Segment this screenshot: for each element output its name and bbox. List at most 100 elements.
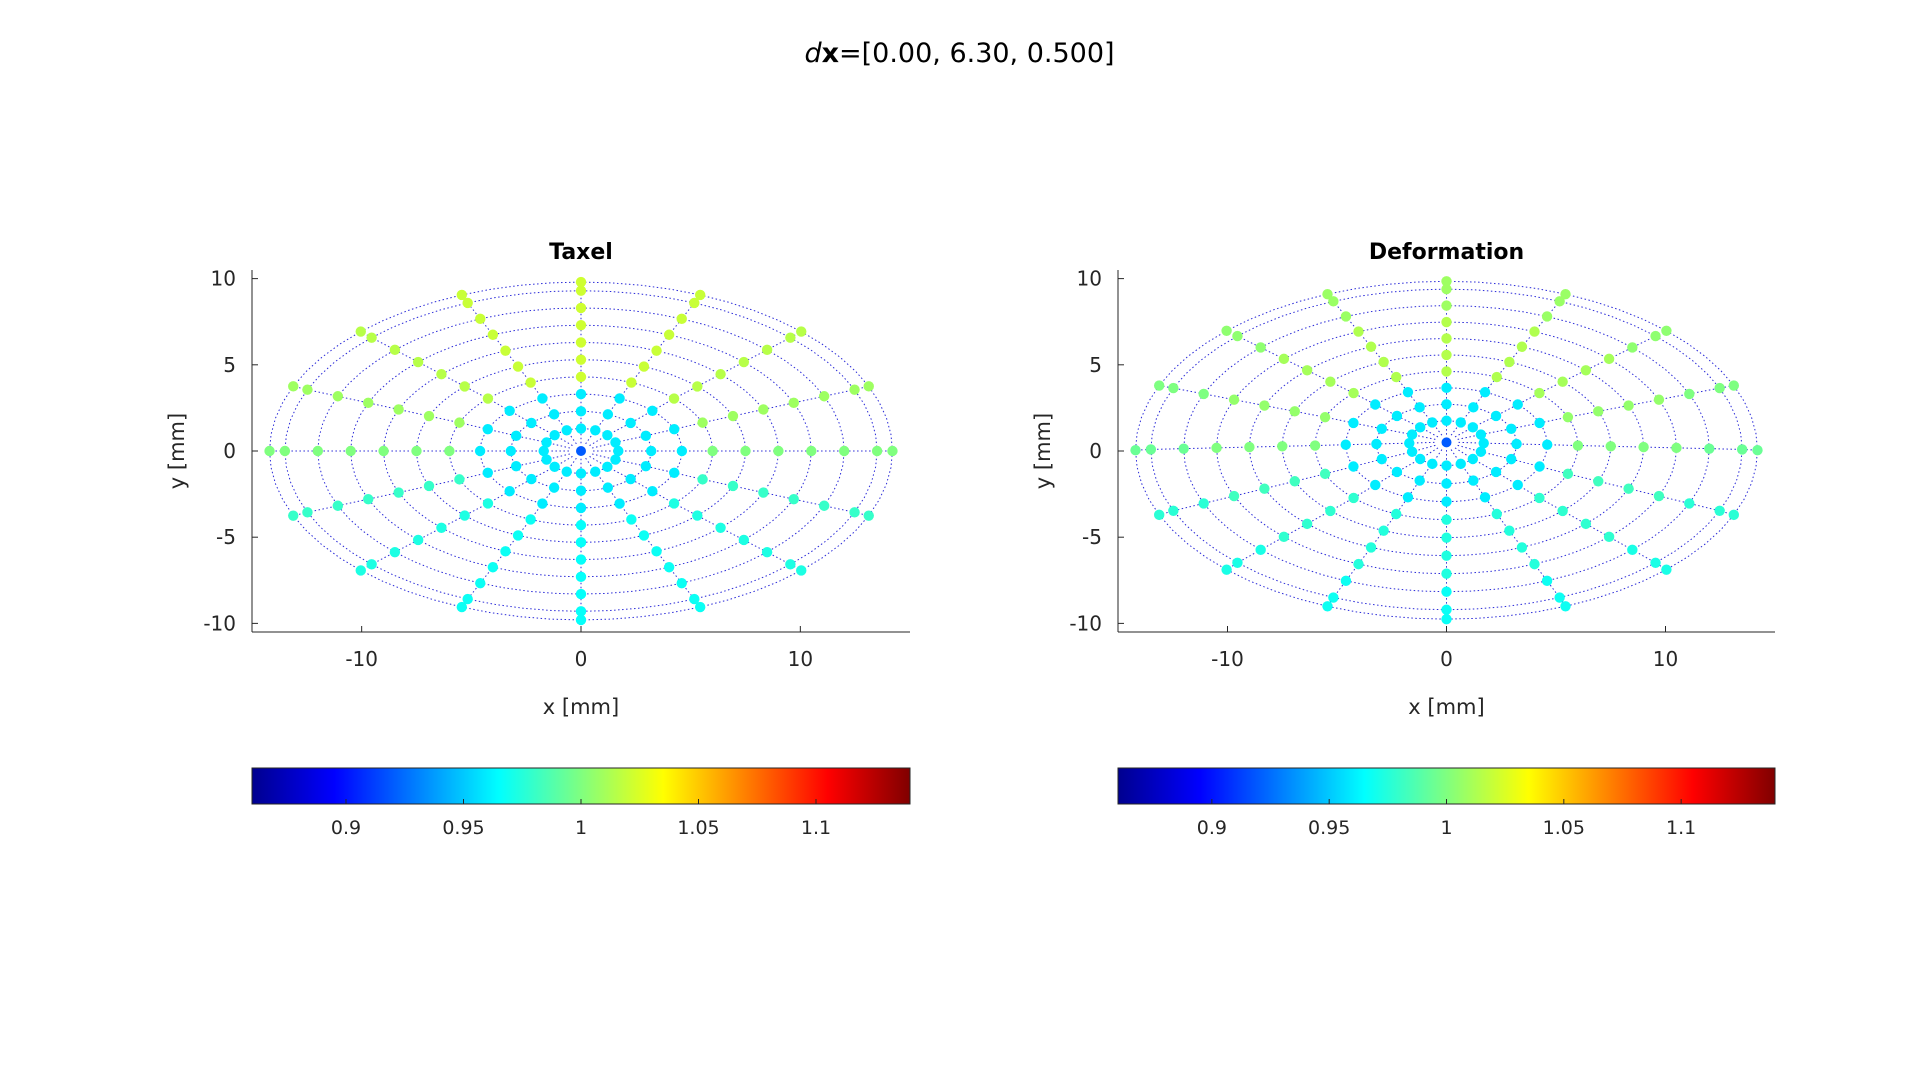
marker <box>1441 349 1452 361</box>
marker <box>806 445 817 457</box>
marker <box>1391 466 1403 478</box>
chart-title: Deformation <box>1369 240 1524 265</box>
x-tick-label: 0 <box>575 647 588 671</box>
marker <box>1534 461 1545 472</box>
marker <box>645 445 657 457</box>
colorbar-tick-label: 1 <box>1440 817 1452 839</box>
marker <box>1441 366 1452 377</box>
marker <box>692 381 703 392</box>
marker <box>462 593 473 605</box>
marker <box>1244 441 1255 453</box>
marker <box>1277 441 1288 452</box>
marker <box>482 424 493 435</box>
marker <box>1478 437 1489 449</box>
marker <box>1370 479 1381 491</box>
marker <box>1441 399 1452 410</box>
x-tick-label: -10 <box>345 647 378 671</box>
marker <box>863 381 874 392</box>
marker <box>393 404 404 415</box>
marker <box>575 554 587 565</box>
marker <box>1455 458 1466 470</box>
marker <box>1714 382 1725 394</box>
marker <box>773 445 784 457</box>
marker <box>676 313 687 325</box>
marker <box>715 522 726 533</box>
marker <box>1728 509 1740 521</box>
marker <box>474 445 486 457</box>
marker <box>504 486 515 497</box>
marker <box>1414 402 1425 413</box>
marker <box>871 445 883 457</box>
marker <box>1153 509 1165 521</box>
markers <box>264 276 898 626</box>
marker <box>1198 388 1209 400</box>
title-rest: =[0.00, 6.30, 0.500] <box>839 38 1115 69</box>
marker <box>1623 483 1634 494</box>
marker <box>1603 531 1615 543</box>
marker <box>575 285 587 296</box>
marker <box>1516 341 1528 352</box>
marker <box>849 384 860 395</box>
marker <box>454 417 465 428</box>
marker <box>389 344 401 356</box>
marker <box>651 546 662 557</box>
marker <box>575 423 587 434</box>
marker <box>640 430 652 442</box>
marker <box>663 329 675 340</box>
marker <box>538 445 549 457</box>
marker <box>727 410 739 422</box>
marker <box>1309 440 1321 451</box>
marker <box>526 417 537 429</box>
marker <box>1301 365 1313 376</box>
marker <box>1322 288 1333 300</box>
marker <box>1301 518 1313 530</box>
marker <box>482 498 494 509</box>
marker <box>575 276 587 288</box>
marker <box>1516 542 1528 553</box>
marker <box>1650 330 1661 342</box>
marker <box>758 487 769 498</box>
marker <box>1752 445 1763 456</box>
marker <box>1145 444 1157 455</box>
marker <box>500 345 511 356</box>
marker <box>1441 437 1452 448</box>
marker <box>676 445 688 457</box>
x-tick-label: 10 <box>1653 647 1678 671</box>
marker <box>1414 453 1426 465</box>
marker <box>575 319 587 331</box>
marker <box>818 500 830 511</box>
marker <box>1178 443 1189 454</box>
marker <box>1130 445 1141 456</box>
marker <box>788 493 799 505</box>
marker <box>332 391 344 402</box>
marker <box>1289 406 1300 417</box>
marker <box>482 467 493 478</box>
marker <box>366 559 377 570</box>
marker <box>697 417 708 428</box>
marker <box>436 369 447 380</box>
marker <box>1562 411 1574 423</box>
marker <box>689 593 700 605</box>
marker <box>1328 296 1339 307</box>
markers <box>1130 276 1763 625</box>
marker <box>1153 380 1165 391</box>
marker <box>1554 296 1565 307</box>
marker <box>761 344 773 356</box>
marker <box>1402 492 1414 503</box>
marker <box>575 485 587 496</box>
marker <box>1259 400 1270 411</box>
marker <box>1441 478 1452 489</box>
marker <box>1661 325 1672 336</box>
mesh-ring <box>1183 305 1710 593</box>
marker <box>1348 461 1359 472</box>
marker <box>302 384 313 395</box>
marker <box>613 445 624 457</box>
marker <box>610 454 621 465</box>
marker <box>707 445 718 457</box>
marker <box>1211 442 1222 454</box>
marker <box>1512 399 1523 410</box>
marker <box>1479 492 1491 503</box>
colorbar <box>251 767 911 805</box>
marker <box>689 297 700 309</box>
